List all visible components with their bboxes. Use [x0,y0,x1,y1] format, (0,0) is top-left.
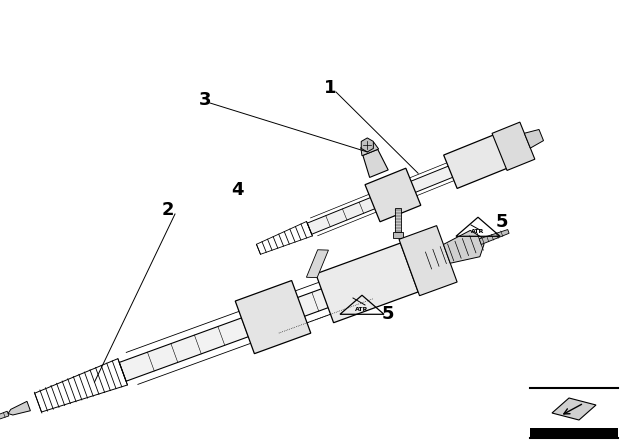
Text: 5: 5 [381,305,394,323]
Circle shape [276,296,291,310]
Polygon shape [236,280,311,353]
Polygon shape [524,129,543,148]
Polygon shape [0,411,9,424]
Circle shape [261,312,275,326]
Text: 1: 1 [324,79,336,97]
Circle shape [364,273,380,289]
Polygon shape [444,230,484,263]
Text: 4: 4 [231,181,243,199]
Polygon shape [316,243,418,323]
Polygon shape [365,168,421,222]
Polygon shape [361,142,379,156]
Polygon shape [307,250,328,278]
Polygon shape [479,229,509,245]
Polygon shape [119,251,432,381]
Polygon shape [395,208,401,232]
Polygon shape [8,401,31,415]
Polygon shape [361,138,373,152]
Polygon shape [393,232,403,238]
Polygon shape [399,226,457,296]
Polygon shape [530,428,618,438]
Circle shape [284,314,298,328]
Polygon shape [363,149,388,177]
Polygon shape [444,134,509,189]
Text: ATR: ATR [471,229,484,234]
Circle shape [387,265,403,280]
Text: ATR: ATR [355,307,369,312]
Circle shape [335,284,351,299]
Text: 5: 5 [496,213,508,231]
Polygon shape [552,398,596,420]
Text: 2: 2 [162,201,174,219]
Circle shape [458,162,467,172]
Text: 3: 3 [199,91,211,109]
Polygon shape [492,122,535,170]
Circle shape [476,155,486,164]
Polygon shape [307,145,504,234]
